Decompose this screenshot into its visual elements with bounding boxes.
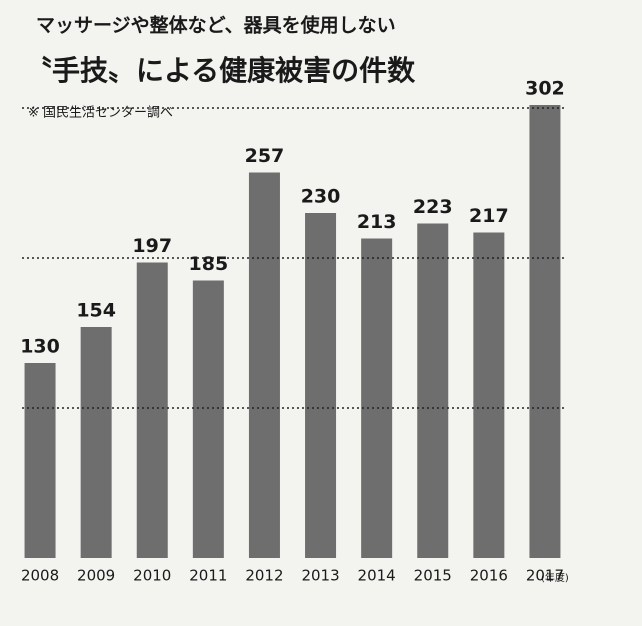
- x-tick-label: 2010: [133, 567, 171, 585]
- x-tick-label: 2009: [77, 567, 115, 585]
- value-label: 130: [20, 336, 60, 358]
- x-tick-label: 2015: [414, 567, 452, 585]
- bar: [248, 172, 280, 558]
- x-tick-label: 2012: [245, 567, 283, 585]
- value-label: 302: [525, 78, 565, 100]
- bar: [305, 213, 337, 558]
- value-label: 223: [413, 196, 453, 218]
- x-tick-label: 2014: [358, 567, 396, 585]
- value-label: 185: [189, 253, 229, 275]
- bar: [529, 105, 561, 558]
- value-label: 217: [469, 205, 509, 227]
- value-label: 197: [132, 235, 172, 257]
- value-label: 257: [245, 145, 285, 167]
- x-tick-label: 2016: [470, 567, 508, 585]
- x-tick-label: 2017: [526, 567, 564, 585]
- chart-title: マッサージや整体など、器具を使用しない: [36, 14, 396, 37]
- value-label: 213: [357, 211, 397, 233]
- bar: [80, 327, 112, 558]
- bar: [417, 223, 449, 558]
- chart-subtitle: 〝手技〟による健康被害の件数: [24, 54, 416, 87]
- bar: [24, 363, 56, 558]
- bar: [192, 280, 224, 558]
- source-note: ※ 国民生活センター調べ: [28, 106, 173, 121]
- x-unit: (年度): [541, 571, 569, 584]
- value-label: 230: [301, 186, 341, 208]
- bar: [361, 238, 393, 558]
- x-tick-label: 2011: [189, 567, 227, 585]
- value-label: 154: [76, 300, 116, 322]
- bar: [136, 262, 168, 558]
- bar: [473, 232, 505, 558]
- x-tick-label: 2013: [301, 567, 339, 585]
- x-tick-label: 2008: [21, 567, 59, 585]
